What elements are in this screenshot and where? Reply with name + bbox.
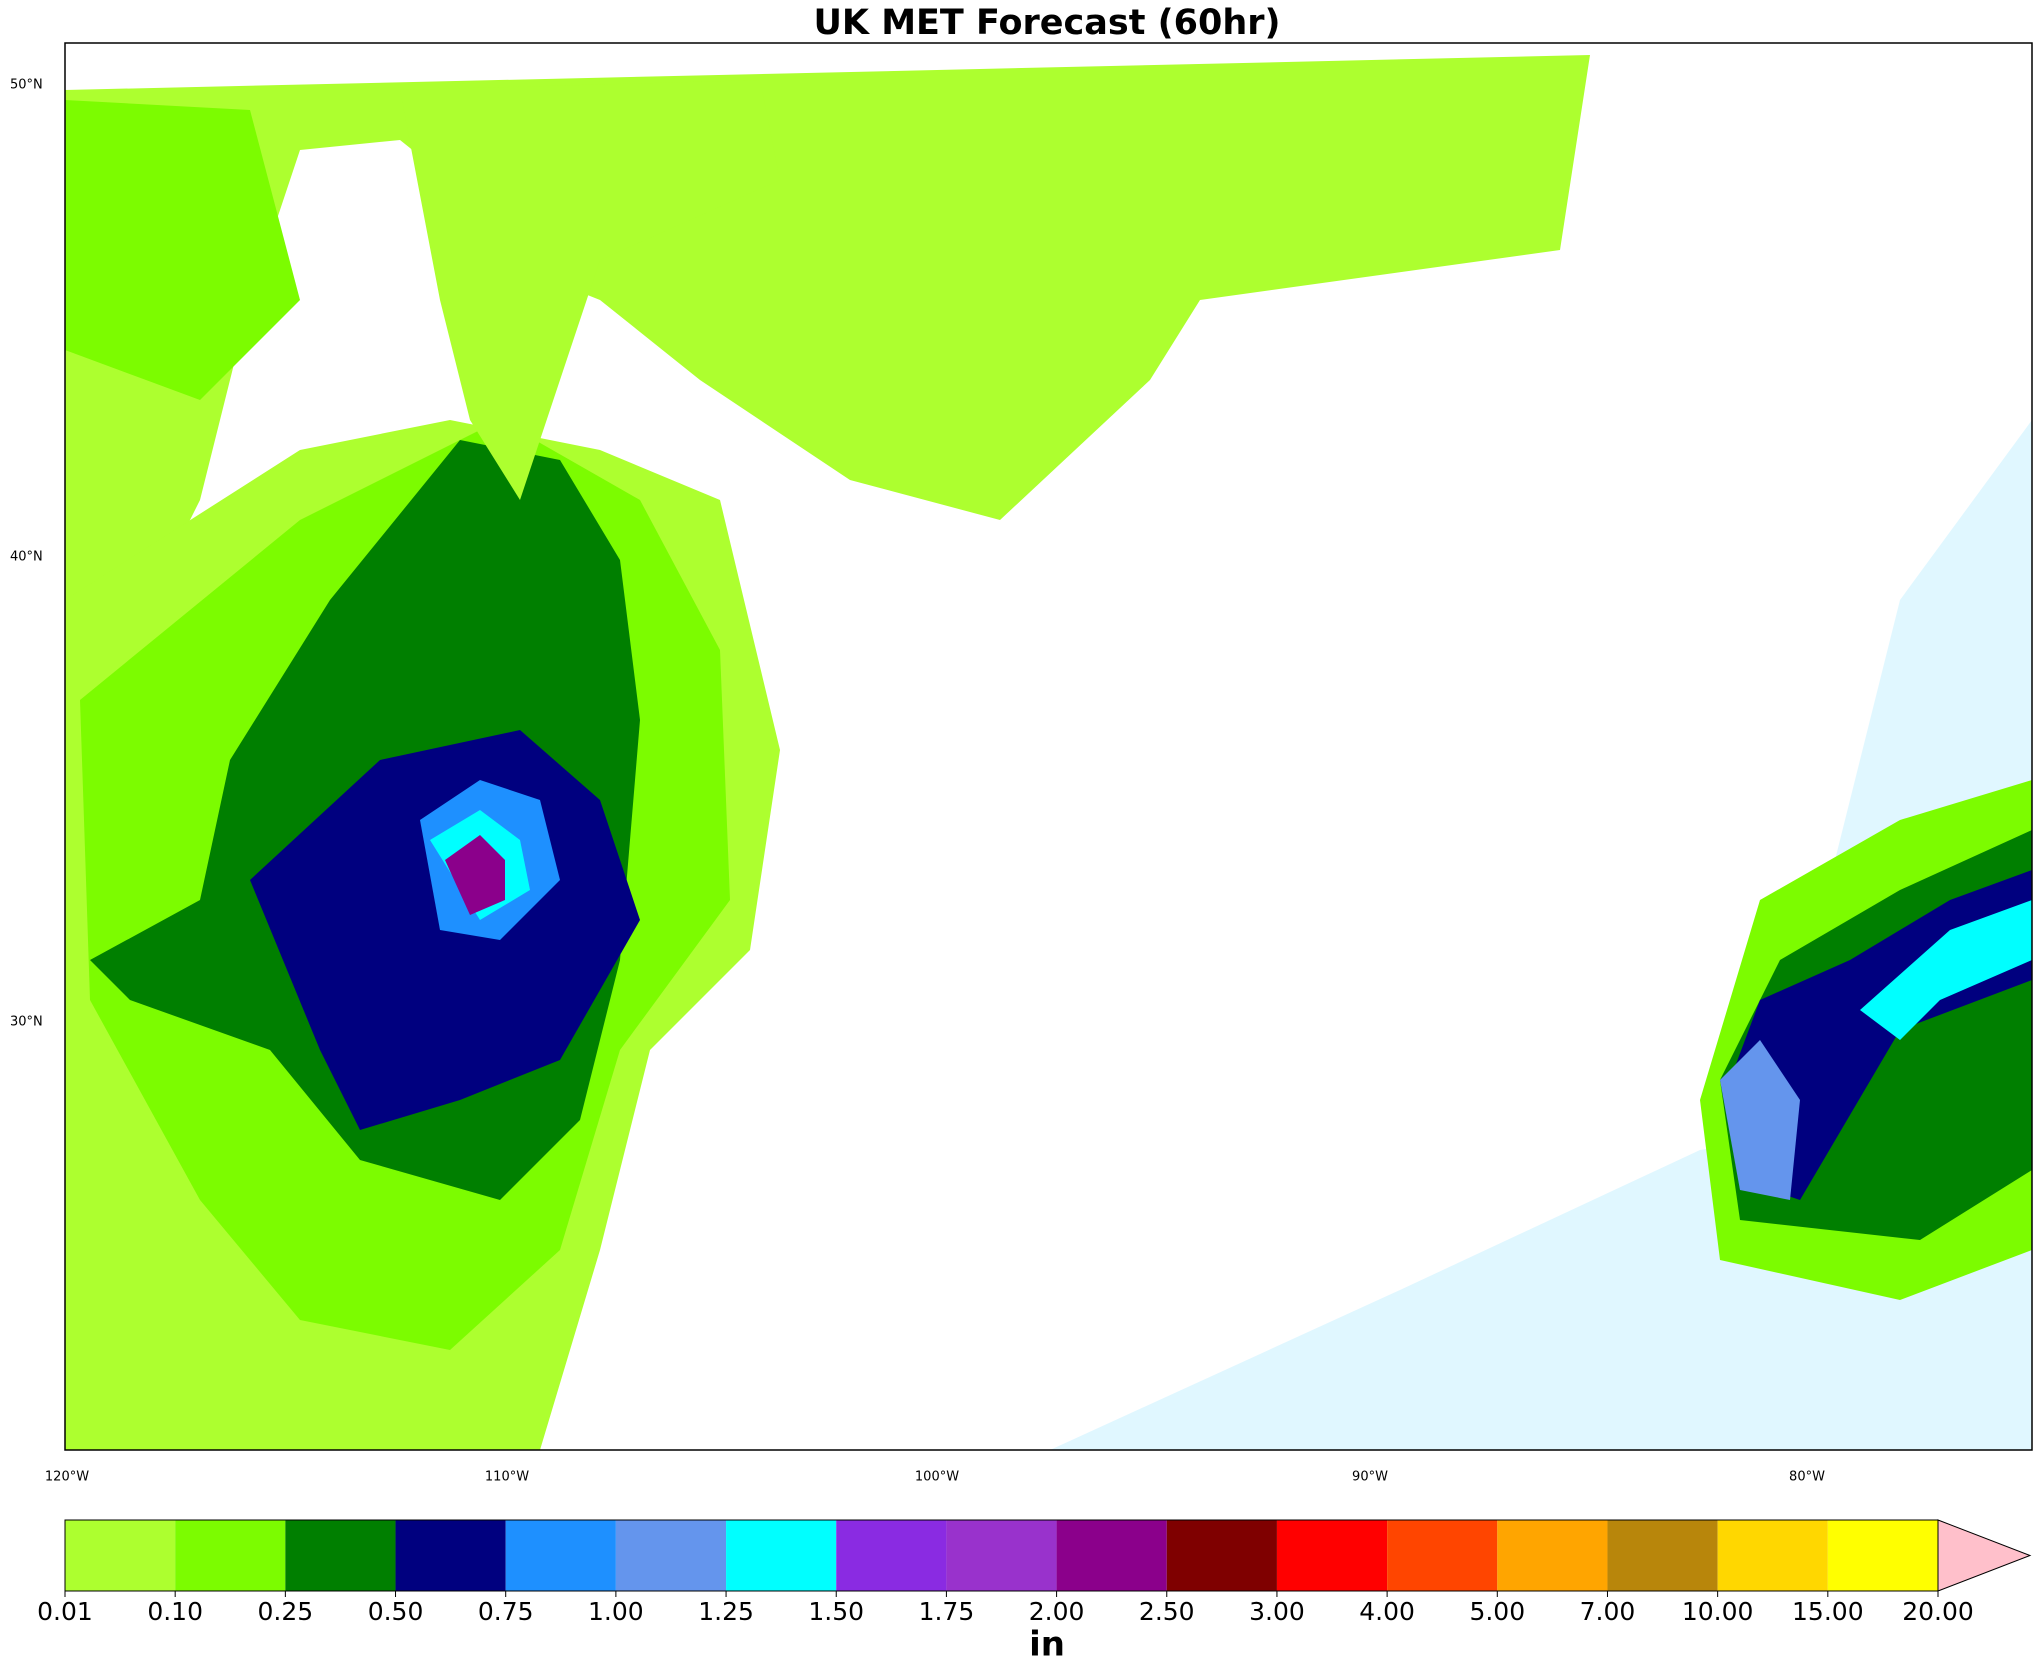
colorbar-label: 20.00 [1902, 1597, 1974, 1626]
colorbar-segment [175, 1520, 286, 1591]
colorbar-unit: in [1029, 1625, 1065, 1665]
colorbar-segment [1717, 1520, 1828, 1591]
colorbar-segment [505, 1520, 616, 1591]
colorbar-segment [65, 1520, 176, 1591]
colorbar-label: 1.50 [808, 1597, 864, 1626]
colorbar-frame [64, 1519, 1939, 1592]
lon-label: 100°W [915, 1470, 959, 1485]
colorbar-segment [1056, 1520, 1167, 1591]
colorbar-segment [615, 1520, 727, 1591]
colorbar-segment [946, 1520, 1057, 1591]
colorbar-label: 1.75 [919, 1597, 975, 1626]
colorbar-segment [395, 1520, 506, 1591]
colorbar-label: 7.00 [1580, 1597, 1636, 1626]
colorbar-label: 10.00 [1682, 1597, 1754, 1626]
colorbar-segment [285, 1520, 396, 1591]
colorbar-label: 0.50 [368, 1597, 424, 1626]
title: UK MET Forecast (60hr) [813, 3, 1280, 43]
lon-label: 110°W [485, 1470, 529, 1485]
colorbar-label: 1.00 [588, 1597, 644, 1626]
colorbar-label: 0.75 [478, 1597, 534, 1626]
colorbar-label: 3.00 [1249, 1597, 1305, 1626]
colorbar-segment [1387, 1520, 1498, 1591]
colorbar-label: 2.00 [1029, 1597, 1085, 1626]
lat-label: 40°N [10, 550, 43, 565]
colorbar-label: 0.10 [147, 1597, 203, 1626]
lat-label: 50°N [10, 78, 43, 93]
colorbar-label: 15.00 [1792, 1597, 1864, 1626]
colorbar-segment [1166, 1520, 1277, 1591]
colorbar-label: 4.00 [1359, 1597, 1415, 1626]
map [64, 42, 2033, 1451]
colorbar-label: 1.25 [698, 1597, 754, 1626]
colorbar-segment [1607, 1520, 1718, 1591]
colorbar-segment [1276, 1520, 1388, 1591]
lon-label: 90°W [1352, 1470, 1388, 1485]
colorbar-extend [1937, 1519, 2032, 1592]
colorbar-label: 0.25 [258, 1597, 314, 1626]
lat-label: 30°N [10, 1015, 43, 1030]
colorbar-label: 5.00 [1469, 1597, 1525, 1626]
colorbar-label: 0.01 [37, 1597, 93, 1626]
lon-label: 120°W [45, 1470, 89, 1485]
colorbar-segment [1497, 1520, 1608, 1591]
colorbar-segment [836, 1520, 947, 1591]
lon-label: 80°W [1789, 1470, 1825, 1485]
colorbar-segment [726, 1520, 837, 1591]
colorbar-segment [1827, 1520, 1938, 1591]
colorbar-label: 2.50 [1139, 1597, 1195, 1626]
